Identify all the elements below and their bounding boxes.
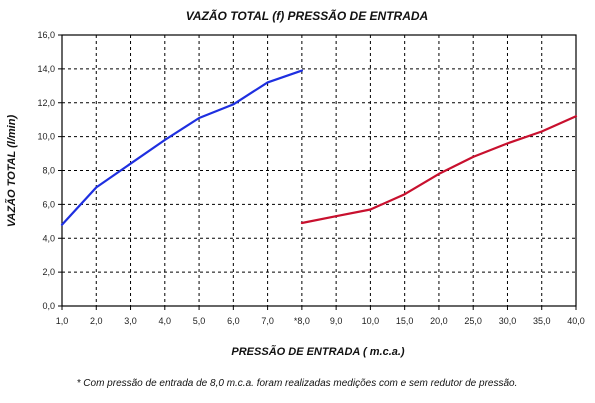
x-tick-label: 9,0 [330,316,343,326]
y-tick-label: 12,0 [37,98,55,108]
x-axis-ticks: 1,0 2,0 3,0 4,0 5,0 6,0 7,0 *8,0 9,0 10,0 15,0 20,0… [56,306,585,326]
series-line-2 [300,115,578,225]
x-tick-label: 20,0 [430,316,448,326]
series-layer [60,69,578,226]
y-tick-label: 0,0 [42,301,55,311]
x-tick-label: 35,0 [533,316,551,326]
x-tick-label: 5,0 [193,316,206,326]
y-tick-label: 16,0 [37,30,55,40]
y-tick-label: 14,0 [37,64,55,74]
chart-title: VAZÃO TOTAL (f) PRESSÃO DE ENTRADA [186,8,428,23]
grid [62,35,576,306]
x-tick-label: 3,0 [124,316,137,326]
x-tick-label: 25,0 [464,316,482,326]
x-tick-label: 2,0 [90,316,103,326]
x-tick-label: 15,0 [396,316,414,326]
x-tick-label: 6,0 [227,316,240,326]
y-tick-label: 4,0 [42,233,55,243]
y-tick-label: 2,0 [42,267,55,277]
footnote: * Com pressão de entrada de 8,0 m.c.a. f… [77,378,518,389]
series-line-1 [60,69,303,226]
x-tick-label: *8,0 [294,316,310,326]
x-tick-label: 4,0 [159,316,172,326]
plot-frame [61,34,577,307]
x-tick-label: 1,0 [56,316,69,326]
x-tick-label: 10,0 [362,316,380,326]
x-tick-label: 30,0 [499,316,517,326]
y-tick-label: 6,0 [42,199,55,209]
y-tick-label: 8,0 [42,166,55,176]
y-tick-label: 10,0 [37,132,55,142]
y-axis-ticks: 0,0 2,0 4,0 6,0 8,0 10,0 12,0 14,0 16,0 [37,30,62,311]
x-tick-label: 7,0 [261,316,274,326]
x-axis-label: PRESSÃO DE ENTRADA ( m.c.a.) [231,345,405,358]
x-tick-label: 40,0 [567,316,585,326]
y-axis-label: VAZÃO TOTAL (l/min) [5,115,18,228]
